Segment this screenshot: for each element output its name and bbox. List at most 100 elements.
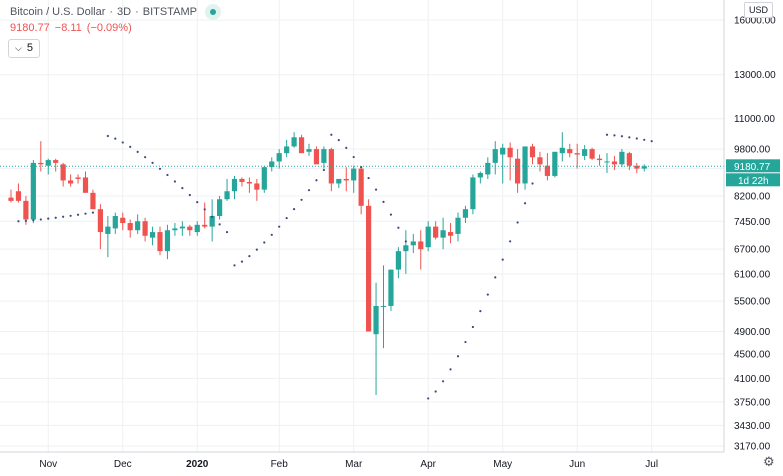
candle-body xyxy=(574,153,580,155)
candle-body xyxy=(75,177,81,179)
candle xyxy=(388,269,394,311)
candle-body xyxy=(634,165,640,169)
last-price-value: 9180.77 xyxy=(734,162,771,173)
psar-dot xyxy=(166,173,169,177)
candle-body xyxy=(127,223,133,231)
psar-dot xyxy=(255,248,258,251)
candle xyxy=(172,223,178,236)
candle-body xyxy=(306,149,312,152)
candle-body xyxy=(53,160,59,163)
psar-dot xyxy=(635,137,638,140)
candle-body xyxy=(38,162,44,165)
market-status-icon[interactable] xyxy=(204,4,221,20)
price-tick-label: 3170.00 xyxy=(734,442,771,453)
time-tick-label: Jul xyxy=(645,459,658,470)
candle xyxy=(477,171,483,184)
candle-body xyxy=(135,221,141,231)
candle-body xyxy=(611,161,618,165)
candle-body xyxy=(589,149,595,159)
candle-body xyxy=(8,197,14,201)
candle xyxy=(38,141,44,172)
candle xyxy=(261,165,267,193)
candle-body xyxy=(45,160,51,166)
candle xyxy=(284,139,290,158)
psar-dot xyxy=(62,215,65,218)
candle-body xyxy=(284,146,290,154)
candle xyxy=(90,189,96,210)
candle-body xyxy=(328,149,334,184)
candle-body xyxy=(15,191,22,201)
candle-body xyxy=(380,305,387,307)
price-axis[interactable]: 3170.00 3430.00 3750.00 4100.00 4500.00 4900.… xyxy=(723,0,776,453)
candle xyxy=(433,221,439,240)
psar-dot xyxy=(151,161,154,164)
psar-dot xyxy=(203,208,206,211)
psar-dot xyxy=(17,220,20,223)
psar-dot xyxy=(404,240,407,243)
candle-body xyxy=(202,224,208,227)
psar-dot xyxy=(240,260,244,263)
candle-body xyxy=(433,226,439,238)
gear-icon[interactable]: ⚙ xyxy=(763,454,775,469)
price-tick-label: 4500.00 xyxy=(734,349,771,360)
psar-dot xyxy=(442,380,445,383)
candle xyxy=(179,221,185,236)
candle xyxy=(492,141,498,175)
candle xyxy=(291,132,297,148)
candle-body xyxy=(619,151,625,165)
price-tick-label: 9800.00 xyxy=(734,145,771,156)
psar-dot xyxy=(449,368,452,371)
interval-label[interactable]: 3D xyxy=(117,6,132,18)
candle xyxy=(135,214,141,234)
candle xyxy=(105,216,111,258)
candle xyxy=(269,157,275,172)
psar-dot xyxy=(84,212,87,215)
psar-dot xyxy=(501,258,504,261)
time-tick-label: Jun xyxy=(569,459,585,470)
currency-label[interactable]: USD xyxy=(744,2,774,18)
candle-body xyxy=(90,192,96,210)
symbol-name[interactable]: Bitcoin / U.S. Dollar xyxy=(10,6,106,18)
candle-body xyxy=(194,224,200,233)
candle xyxy=(619,149,625,168)
candle-body xyxy=(552,151,558,176)
candle xyxy=(149,226,156,246)
time-axis[interactable]: Nov Dec 2020 Feb Mar Apr May Jun Jul xyxy=(0,451,724,470)
time-tick-label: Nov xyxy=(39,459,57,470)
candle-body xyxy=(105,226,111,234)
candle xyxy=(574,143,580,169)
candle xyxy=(336,178,342,189)
candle-body xyxy=(343,178,349,181)
psar-dot xyxy=(374,188,378,191)
candle-body xyxy=(544,165,550,176)
psar-dot xyxy=(605,133,609,136)
time-tick-label: Feb xyxy=(271,459,289,470)
candle xyxy=(611,155,618,171)
psar-dot xyxy=(39,218,42,221)
candle-body xyxy=(261,167,267,190)
candle-body xyxy=(418,241,424,250)
candle-body xyxy=(157,232,163,252)
psar-dot xyxy=(158,167,162,170)
candle xyxy=(537,151,543,172)
candle xyxy=(142,217,148,242)
candle xyxy=(455,212,461,242)
candle-body xyxy=(217,199,223,217)
candle xyxy=(298,134,305,154)
candle xyxy=(82,171,89,193)
candle xyxy=(462,205,469,224)
legend-change-pct: (−0.09%) xyxy=(86,22,132,34)
indicator-toggle[interactable]: ⌵ 5 xyxy=(8,39,40,58)
time-tick-label: Mar xyxy=(345,459,363,470)
candle-body xyxy=(60,164,66,181)
candle-body xyxy=(120,217,126,224)
candle xyxy=(224,178,230,201)
candle xyxy=(187,224,193,236)
psar-dot xyxy=(315,179,318,182)
candle-body xyxy=(239,178,245,182)
psar-dot xyxy=(389,213,393,216)
candle xyxy=(157,226,163,256)
candle xyxy=(254,178,260,201)
candle xyxy=(552,151,558,178)
